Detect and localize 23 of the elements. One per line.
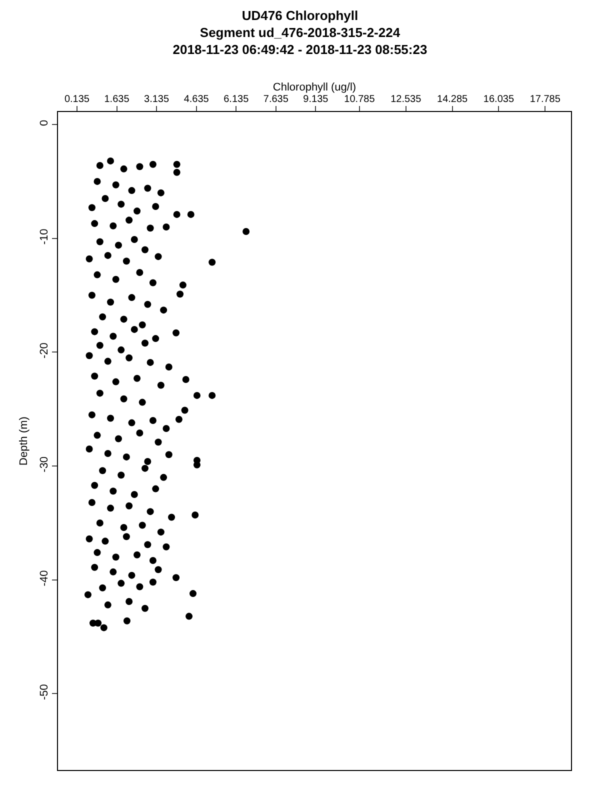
x-tick-label: 0.135 <box>64 94 90 105</box>
y-tick-label: -20 <box>38 342 51 359</box>
y-tick-label: 0 <box>38 120 51 126</box>
x-tick-label: 7.635 <box>263 94 289 105</box>
x-tick-label: 9.135 <box>303 94 329 105</box>
y-tick-label: -30 <box>38 456 51 472</box>
x-tick-label: 16.035 <box>483 94 514 105</box>
y-tick-label: -10 <box>38 228 51 245</box>
x-tick-label: 17.785 <box>530 94 561 105</box>
x-tick-label: 12.535 <box>390 94 422 105</box>
y-tick-label: -50 <box>38 684 51 700</box>
y-axis-title: Depth (m) <box>18 416 30 466</box>
text: 2018-11-23 06:49:42 - 2018-11-23 08:55:23 <box>172 42 428 57</box>
chart-subtitle: Segment ud_476-2018-315-2-224 <box>200 24 401 40</box>
x-tick-label: 6.135 <box>224 94 250 105</box>
x-tick-label: 4.635 <box>184 94 210 105</box>
chart-title: UD476 Chlorophyll <box>242 8 358 23</box>
x-tick-label: 1.635 <box>104 94 130 105</box>
x-tick-label: 10.785 <box>344 94 376 105</box>
x-tick-label: 14.285 <box>437 94 468 105</box>
y-tick-label: -40 <box>38 570 51 586</box>
x-axis-title: Chlorophyll (ug/l) <box>272 82 356 94</box>
x-tick-label: 3.135 <box>144 94 170 105</box>
